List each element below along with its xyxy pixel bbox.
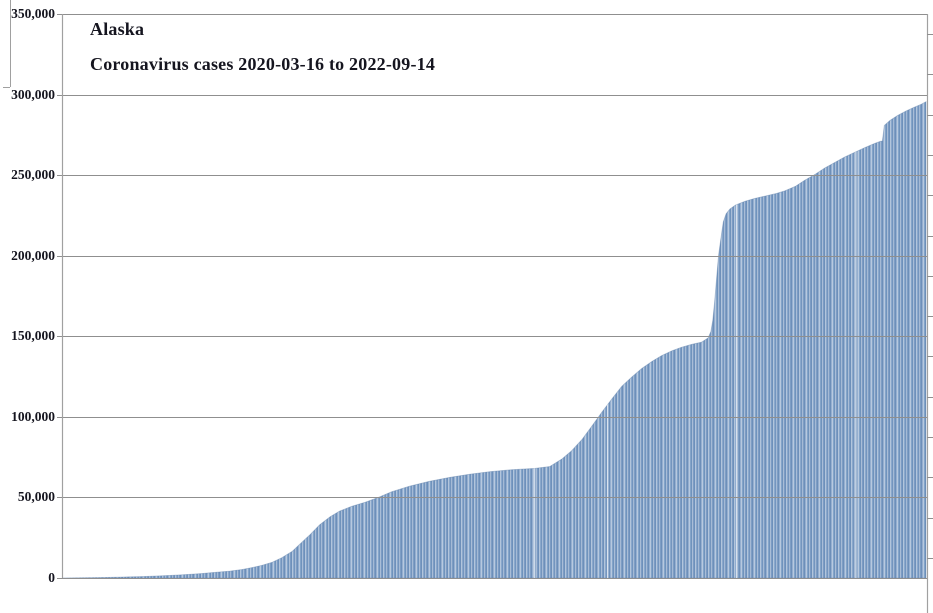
y-axis-tick-label: 200,000 [11,247,55,263]
y-axis-tick-label: 50,000 [17,489,55,505]
y-axis-tick-label: 150,000 [11,328,55,344]
y-axis-tick-label: 350,000 [11,6,55,21]
chart-subtitle: Coronavirus cases 2020-03-16 to 2022-09-… [90,54,436,74]
y-axis-tick-label: 100,000 [11,408,55,424]
y-axis-tick-label: 0 [48,570,55,585]
y-axis-tick-label: 250,000 [11,167,55,183]
chart-title: Alaska [90,19,145,39]
y-axis-tick-label: 300,000 [11,86,55,102]
cases-area-series [61,101,927,579]
